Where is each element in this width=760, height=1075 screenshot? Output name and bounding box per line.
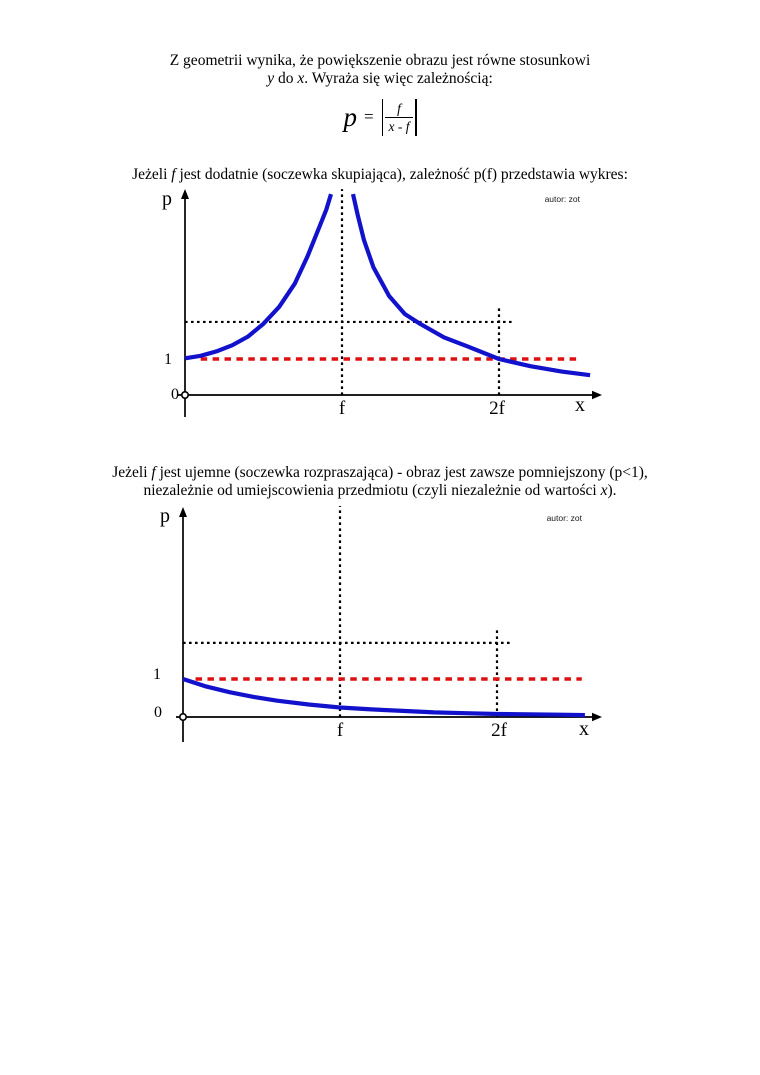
heading-var-f: f [171,166,176,183]
intro-paragraph: Z geometrii wynika, że powiększenie obra… [0,52,760,87]
diverging-lens-heading: Jeżeli f jest ujemne (soczewka rozprasza… [0,464,760,499]
chart-diverging-lens-canvas [176,506,602,742]
intro-line1: Z geometrii wynika, że powiększenie obra… [169,52,591,69]
formula-denominator: x - f [388,118,410,134]
x-axis-label: x [575,394,585,416]
intro-line2: y do x. Wyraża się więc zależnością: [267,69,493,87]
diverging-heading-line2: niezależnie od umiejscowienia przedmiotu… [143,481,617,499]
intro-var-x: x [297,69,305,87]
x-tick-2f: 2f [489,398,505,419]
absolute-value-bar-left [381,98,384,136]
x-tick-f: f [338,398,346,419]
y-tick-1: 1 [164,351,172,368]
diverging-heading-line1: Jeżeli f jest ujemne (soczewka rozprasza… [112,464,648,481]
formula-numerator: f [385,101,413,118]
origin-tick-0: 0 [171,386,179,403]
chart-diverging-lens: p x 1 0 f 2f autor: zot [150,505,620,755]
y-axis-label: p [160,505,170,527]
absolute-value-bar-right [414,98,417,136]
x-tick-2f: 2f [491,720,507,741]
x-tick-f: f [336,720,344,741]
author-credit: autor: zot [544,194,580,204]
heading-var-f: f [151,464,156,481]
chart-converging-lens: p x 1 0 f 2f autor: zot [150,185,620,427]
y-tick-1: 1 [153,666,161,683]
x-axis-label: x [579,718,589,740]
formula-fraction: f x - f [385,101,413,134]
origin-tick-0: 0 [154,704,162,721]
y-axis-label: p [162,188,172,210]
heading-var-x: x [600,481,608,499]
converging-lens-heading: Jeżeli f jest dodatnie (soczewka skupiaj… [132,166,628,183]
chart-converging-lens-canvas [178,189,602,417]
formula-lhs: p [343,101,357,132]
formula-equals: = [363,107,374,126]
intro-var-y: y [267,69,275,87]
magnification-formula: p = f x - f [0,95,760,139]
author-credit: autor: zot [546,513,582,523]
